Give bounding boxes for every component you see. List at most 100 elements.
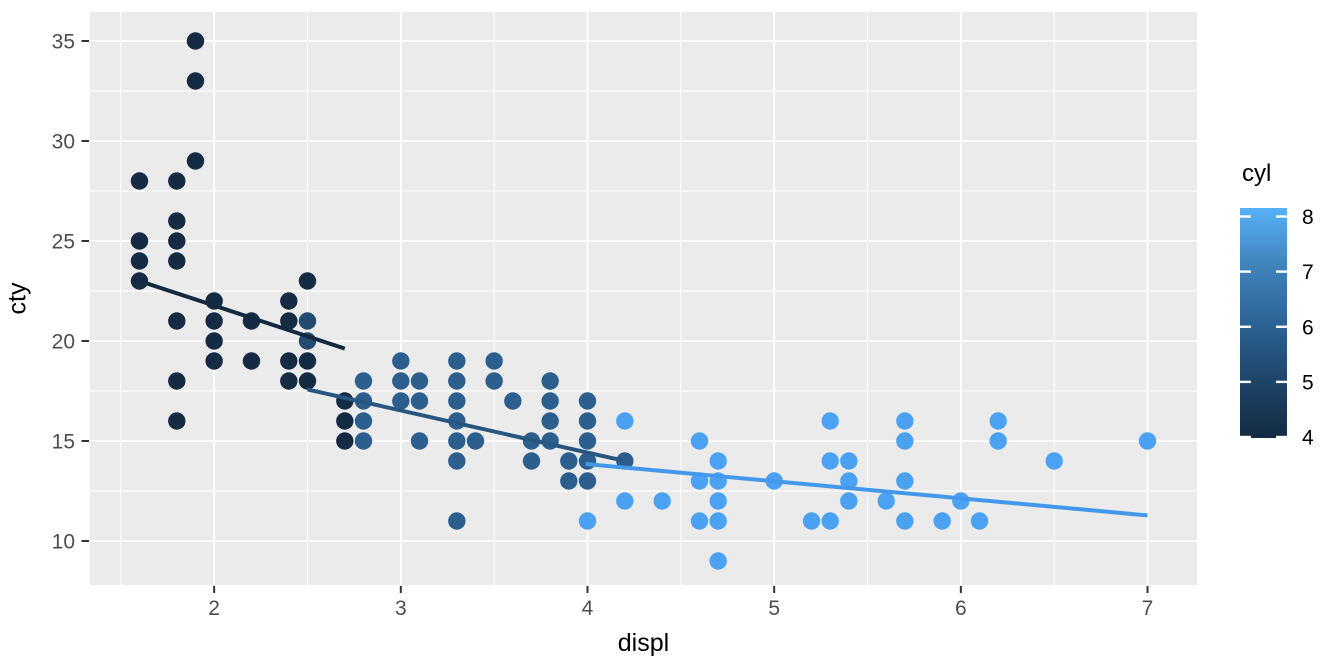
data-point-cyl-4 xyxy=(336,412,354,430)
data-point-cyl-4 xyxy=(186,32,205,50)
data-point-cyl-4 xyxy=(280,292,298,310)
data-point-cyl-8 xyxy=(1045,452,1063,470)
data-point-cyl-6 xyxy=(448,372,466,390)
regression-line-lm-cyl-4 xyxy=(138,279,346,351)
legend-break-label: 5 xyxy=(1302,371,1314,394)
data-point-cyl-5 xyxy=(298,312,317,330)
data-point-cyl-8 xyxy=(896,432,914,450)
data-point-cyl-4 xyxy=(130,232,149,250)
data-point-cyl-8 xyxy=(578,512,597,530)
data-point-cyl-6 xyxy=(410,432,429,450)
data-point-cyl-8 xyxy=(840,452,858,470)
x-axis-title: displ xyxy=(617,629,670,657)
data-point-cyl-8 xyxy=(616,492,634,510)
data-point-cyl-4 xyxy=(168,252,186,270)
data-point-cyl-6 xyxy=(485,352,503,370)
y-tick-label: 30 xyxy=(52,131,75,154)
data-point-cyl-4 xyxy=(130,172,149,190)
x-tick-label: 3 xyxy=(395,597,407,620)
data-point-cyl-6 xyxy=(504,392,522,410)
data-point-cyl-4 xyxy=(168,412,186,430)
data-point-cyl-4 xyxy=(168,372,186,390)
data-point-cyl-6 xyxy=(541,372,559,390)
legend-break-label: 8 xyxy=(1302,206,1314,229)
data-point-cyl-6 xyxy=(410,372,429,390)
x-tick-label: 2 xyxy=(208,597,220,620)
data-point-cyl-6 xyxy=(410,392,429,410)
data-point-cyl-4 xyxy=(168,212,186,230)
data-point-cyl-6 xyxy=(485,372,503,390)
x-tick-label: 7 xyxy=(1142,597,1154,620)
data-point-cyl-4 xyxy=(205,352,223,370)
data-point-cyl-8 xyxy=(989,432,1007,450)
data-point-cyl-4 xyxy=(186,152,205,170)
data-point-cyl-6 xyxy=(354,432,373,450)
data-point-cyl-4 xyxy=(186,72,205,90)
data-point-cyl-6 xyxy=(560,452,578,470)
data-point-cyl-6 xyxy=(522,452,541,470)
data-point-cyl-4 xyxy=(205,312,223,330)
y-tick-label: 10 xyxy=(52,531,75,554)
data-point-cyl-8 xyxy=(840,492,858,510)
data-point-cyl-4 xyxy=(130,252,149,270)
y-axis-title: cty xyxy=(3,282,32,315)
x-tick-label: 4 xyxy=(582,597,594,620)
data-point-cyl-6 xyxy=(448,392,466,410)
regression-line-lm-cyl-8 xyxy=(585,462,1148,518)
data-point-cyl-8 xyxy=(970,512,989,530)
data-point-cyl-4 xyxy=(336,432,354,450)
data-point-cyl-8 xyxy=(690,512,709,530)
data-point-cyl-6 xyxy=(541,412,559,430)
data-point-cyl-8 xyxy=(896,472,914,490)
data-point-cyl-6 xyxy=(578,472,597,490)
data-point-cyl-8 xyxy=(840,472,858,490)
data-point-cyl-8 xyxy=(933,512,951,530)
data-point-cyl-8 xyxy=(877,492,895,510)
data-point-cyl-8 xyxy=(690,432,709,450)
y-tick-label: 35 xyxy=(52,31,75,54)
data-point-cyl-8 xyxy=(709,512,727,530)
data-point-cyl-6 xyxy=(392,392,410,410)
y-tick-label: 25 xyxy=(52,231,75,254)
data-point-cyl-6 xyxy=(354,372,373,390)
data-point-cyl-4 xyxy=(168,232,186,250)
data-point-cyl-8 xyxy=(709,552,727,570)
data-point-cyl-6 xyxy=(466,432,485,450)
data-point-cyl-8 xyxy=(821,512,839,530)
data-point-cyl-8 xyxy=(821,412,839,430)
data-point-cyl-4 xyxy=(242,352,261,370)
x-tick-label: 5 xyxy=(768,597,780,620)
data-point-cyl-6 xyxy=(392,352,410,370)
x-tick-label: 6 xyxy=(955,597,967,620)
data-point-cyl-6 xyxy=(578,412,597,430)
data-point-cyl-6 xyxy=(560,472,578,490)
data-point-cyl-4 xyxy=(280,312,298,330)
legend-break-label: 6 xyxy=(1302,316,1314,339)
legend-colorbar xyxy=(1240,208,1287,438)
data-point-cyl-8 xyxy=(896,412,914,430)
data-point-cyl-8 xyxy=(709,492,727,510)
data-point-cyl-6 xyxy=(448,352,466,370)
data-point-cyl-8 xyxy=(989,412,1007,430)
legend-title: cyl xyxy=(1242,160,1272,187)
data-point-cyl-6 xyxy=(448,432,466,450)
legend-break-label: 7 xyxy=(1302,261,1314,284)
data-point-cyl-8 xyxy=(896,512,914,530)
data-point-cyl-8 xyxy=(952,492,970,510)
data-point-cyl-6 xyxy=(354,412,373,430)
data-point-cyl-6 xyxy=(448,512,466,530)
data-point-cyl-4 xyxy=(280,352,298,370)
data-point-cyl-8 xyxy=(802,512,821,530)
data-point-cyl-8 xyxy=(616,412,634,430)
data-point-cyl-8 xyxy=(1138,432,1157,450)
data-point-cyl-6 xyxy=(541,392,559,410)
data-point-cyl-4 xyxy=(298,352,317,370)
data-point-cyl-8 xyxy=(653,492,671,510)
data-point-cyl-4 xyxy=(280,372,298,390)
data-point-cyl-8 xyxy=(821,452,839,470)
data-point-cyl-6 xyxy=(578,432,597,450)
panel-background xyxy=(90,12,1197,585)
data-point-cyl-4 xyxy=(168,172,186,190)
